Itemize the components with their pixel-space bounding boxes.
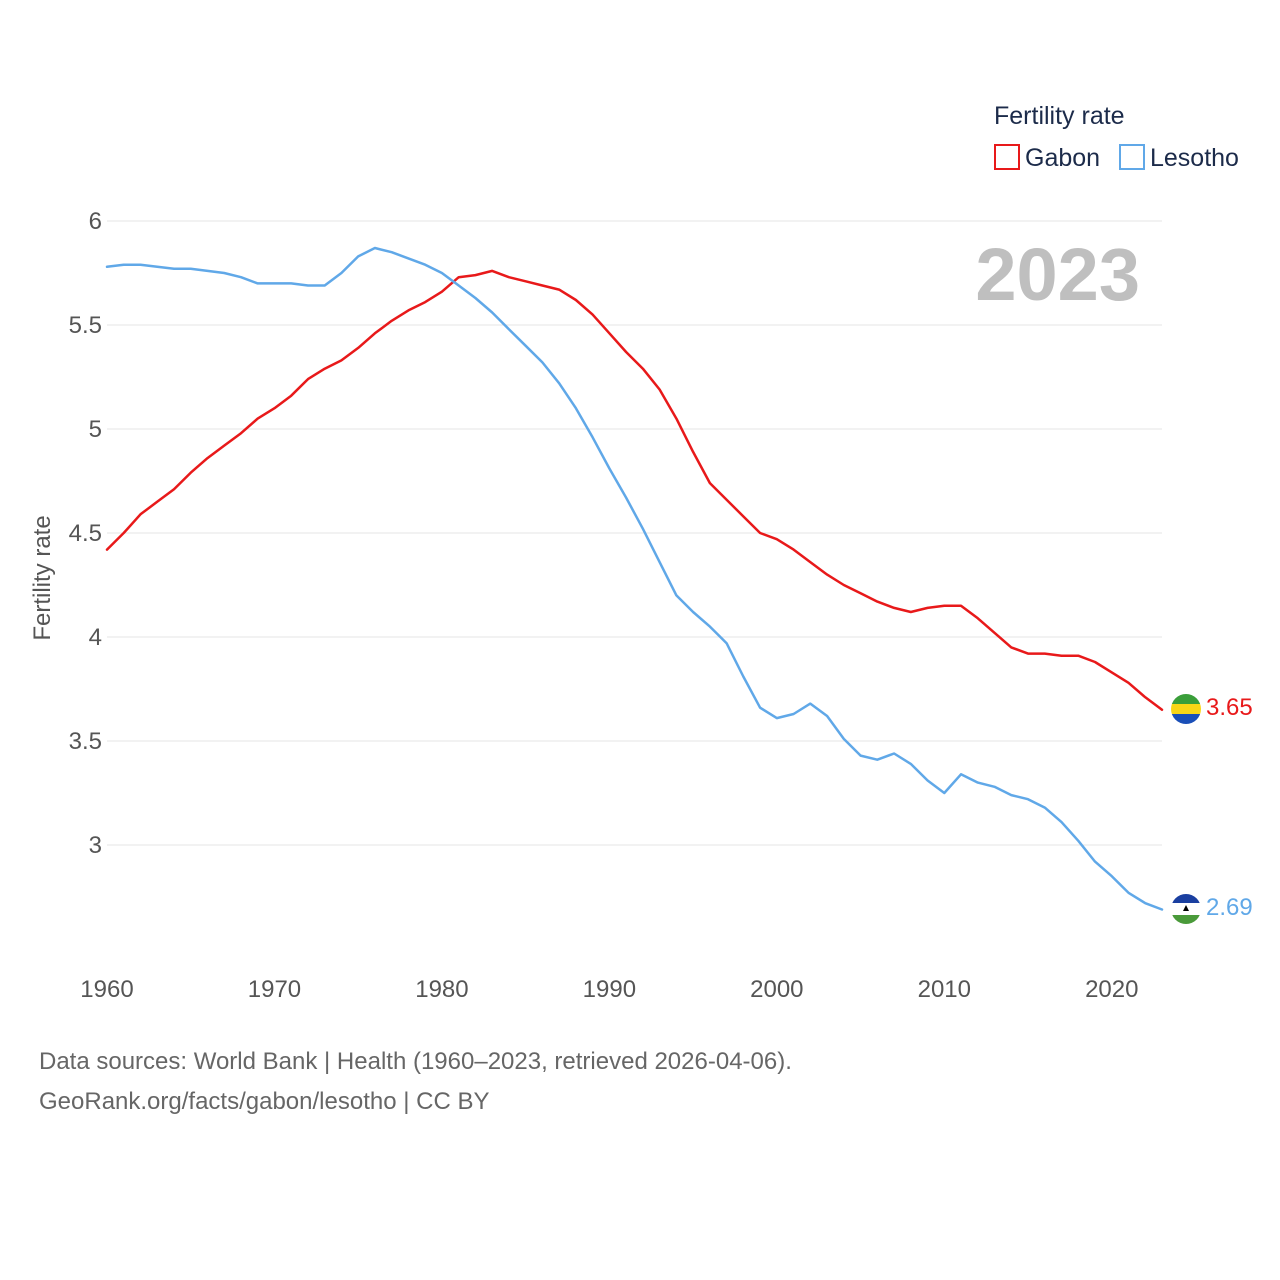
gridlines bbox=[107, 220, 1162, 846]
y-axis-ticks: 3 3.5 4 4.5 5 5.5 6 bbox=[69, 208, 102, 859]
x-tick-label: 1990 bbox=[583, 976, 636, 1003]
series-lines bbox=[105, 246, 1164, 911]
current-year-label: 2023 bbox=[975, 233, 1140, 316]
legend-swatch-lesotho bbox=[1119, 144, 1145, 170]
y-tick-label: 3 bbox=[89, 832, 102, 859]
y-tick-label: 5 bbox=[89, 416, 102, 443]
x-tick-label: 1970 bbox=[248, 976, 301, 1003]
series-line-gabon[interactable] bbox=[105, 269, 1164, 712]
x-tick-label: 1980 bbox=[415, 976, 468, 1003]
y-tick-label: 4 bbox=[89, 624, 102, 651]
data-sources-text: Data sources: World Bank | Health (1960–… bbox=[39, 1048, 792, 1075]
x-tick-label: 2020 bbox=[1085, 976, 1138, 1003]
legend-item-lesotho[interactable]: Lesotho bbox=[1119, 144, 1239, 172]
legend-label-lesotho: Lesotho bbox=[1150, 144, 1239, 172]
legend[interactable]: Fertility rate Gabon Lesotho bbox=[994, 102, 1239, 172]
legend-item-gabon[interactable]: Gabon bbox=[994, 144, 1100, 172]
legend-title: Fertility rate bbox=[994, 102, 1125, 130]
credit-text: GeoRank.org/facts/gabon/lesotho | CC BY bbox=[39, 1088, 490, 1115]
gabon-flag-icon bbox=[1171, 694, 1201, 724]
fertility-rate-chart: 3 3.5 4 4.5 5 5.5 6 1960 1970 1980 1990 2000 2010 20… bbox=[29, 102, 1253, 1003]
lesotho-end-value: 2.69 bbox=[1206, 894, 1253, 921]
legend-swatch-gabon bbox=[994, 144, 1020, 170]
x-axis-ticks: 1960 1970 1980 1990 2000 2010 2020 bbox=[80, 976, 1138, 1003]
series-line-lesotho[interactable] bbox=[105, 246, 1164, 911]
y-axis-title: Fertility rate bbox=[29, 515, 56, 640]
legend-label-gabon: Gabon bbox=[1025, 144, 1100, 172]
y-tick-label: 4.5 bbox=[69, 520, 102, 547]
gabon-end-value: 3.65 bbox=[1206, 694, 1253, 721]
footer: Data sources: World Bank | Health (1960–… bbox=[39, 1042, 792, 1122]
x-tick-label: 1960 bbox=[80, 976, 133, 1003]
y-tick-label: 5.5 bbox=[69, 312, 102, 339]
lesotho-flag-icon bbox=[1171, 894, 1201, 924]
y-tick-label: 3.5 bbox=[69, 728, 102, 755]
y-tick-label: 6 bbox=[89, 208, 102, 235]
x-tick-label: 2010 bbox=[918, 976, 971, 1003]
x-tick-label: 2000 bbox=[750, 976, 803, 1003]
